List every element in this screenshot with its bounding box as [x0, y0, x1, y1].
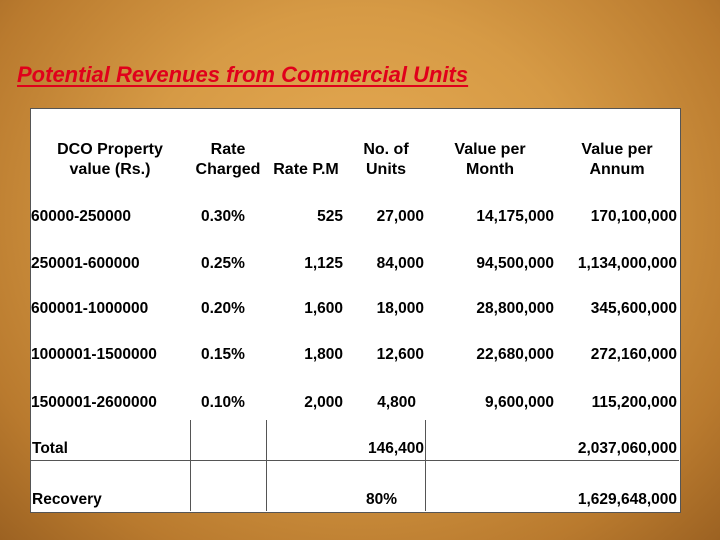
row-rate: 0.20%: [201, 300, 245, 317]
grid-line: [190, 420, 191, 511]
row-annum: 170,100,000: [590, 208, 677, 225]
header-annum: Value per Annum: [567, 140, 667, 180]
header-rate-pm: Rate P.M: [266, 160, 346, 180]
header-units-text: No. of Units: [363, 141, 409, 178]
header-property-text: DCO Property value (Rs.): [57, 141, 163, 178]
row-units: 27,000: [376, 208, 424, 225]
header-rate-text: Rate Charged: [195, 141, 261, 178]
row-rate: 0.10%: [201, 394, 245, 411]
recovery-label: Recovery: [32, 491, 102, 508]
header-rate-pm-text: Rate P.M: [273, 161, 339, 178]
row-annum: 272,160,000: [590, 346, 677, 363]
row-units: 12,600: [376, 346, 424, 363]
row-month: 94,500,000: [476, 255, 554, 272]
row-rate-pm: 2,000: [304, 394, 343, 411]
row-rate-pm: 1,600: [304, 300, 343, 317]
row-month: 9,600,000: [485, 394, 554, 411]
header-units: No. of Units: [348, 140, 424, 180]
total-label: Total: [32, 440, 68, 457]
row-rate: 0.15%: [201, 346, 245, 363]
header-month: Value per Month: [440, 140, 540, 180]
header-rate: Rate Charged: [188, 140, 268, 180]
header-property: DCO Property value (Rs.): [40, 140, 180, 180]
row-units: 4,800: [377, 394, 416, 411]
row-range: 1000001-1500000: [31, 346, 157, 363]
row-rate-pm: 525: [317, 208, 343, 225]
header-month-text: Value per Month: [454, 141, 526, 178]
row-month: 28,800,000: [476, 300, 554, 317]
revenue-table: [30, 108, 681, 513]
row-month: 14,175,000: [476, 208, 554, 225]
row-annum: 345,600,000: [590, 300, 677, 317]
recovery-annum: 1,629,648,000: [577, 491, 677, 508]
row-annum: 1,134,000,000: [577, 255, 677, 272]
row-rate: 0.25%: [201, 255, 245, 272]
row-range: 600001-1000000: [31, 300, 149, 317]
row-range: 1500001-2600000: [31, 394, 157, 411]
grid-line: [266, 420, 267, 511]
recovery-units: 80%: [366, 491, 398, 508]
row-rate-pm: 1,800: [304, 346, 343, 363]
grid-line: [30, 460, 679, 461]
slide-title: Potential Revenues from Commercial Units: [17, 62, 469, 87]
row-units: 18,000: [376, 300, 424, 317]
row-range: 250001-600000: [31, 255, 140, 272]
row-rate-pm: 1,125: [304, 255, 343, 272]
row-month: 22,680,000: [476, 346, 554, 363]
row-units: 84,000: [376, 255, 424, 272]
header-annum-text: Value per Annum: [581, 141, 653, 178]
total-annum: 2,037,060,000: [577, 440, 677, 457]
total-units: 146,400: [367, 440, 424, 457]
row-rate: 0.30%: [201, 208, 245, 225]
row-range: 60000-250000: [31, 208, 131, 225]
grid-line: [425, 420, 426, 511]
row-annum: 115,200,000: [591, 394, 677, 411]
